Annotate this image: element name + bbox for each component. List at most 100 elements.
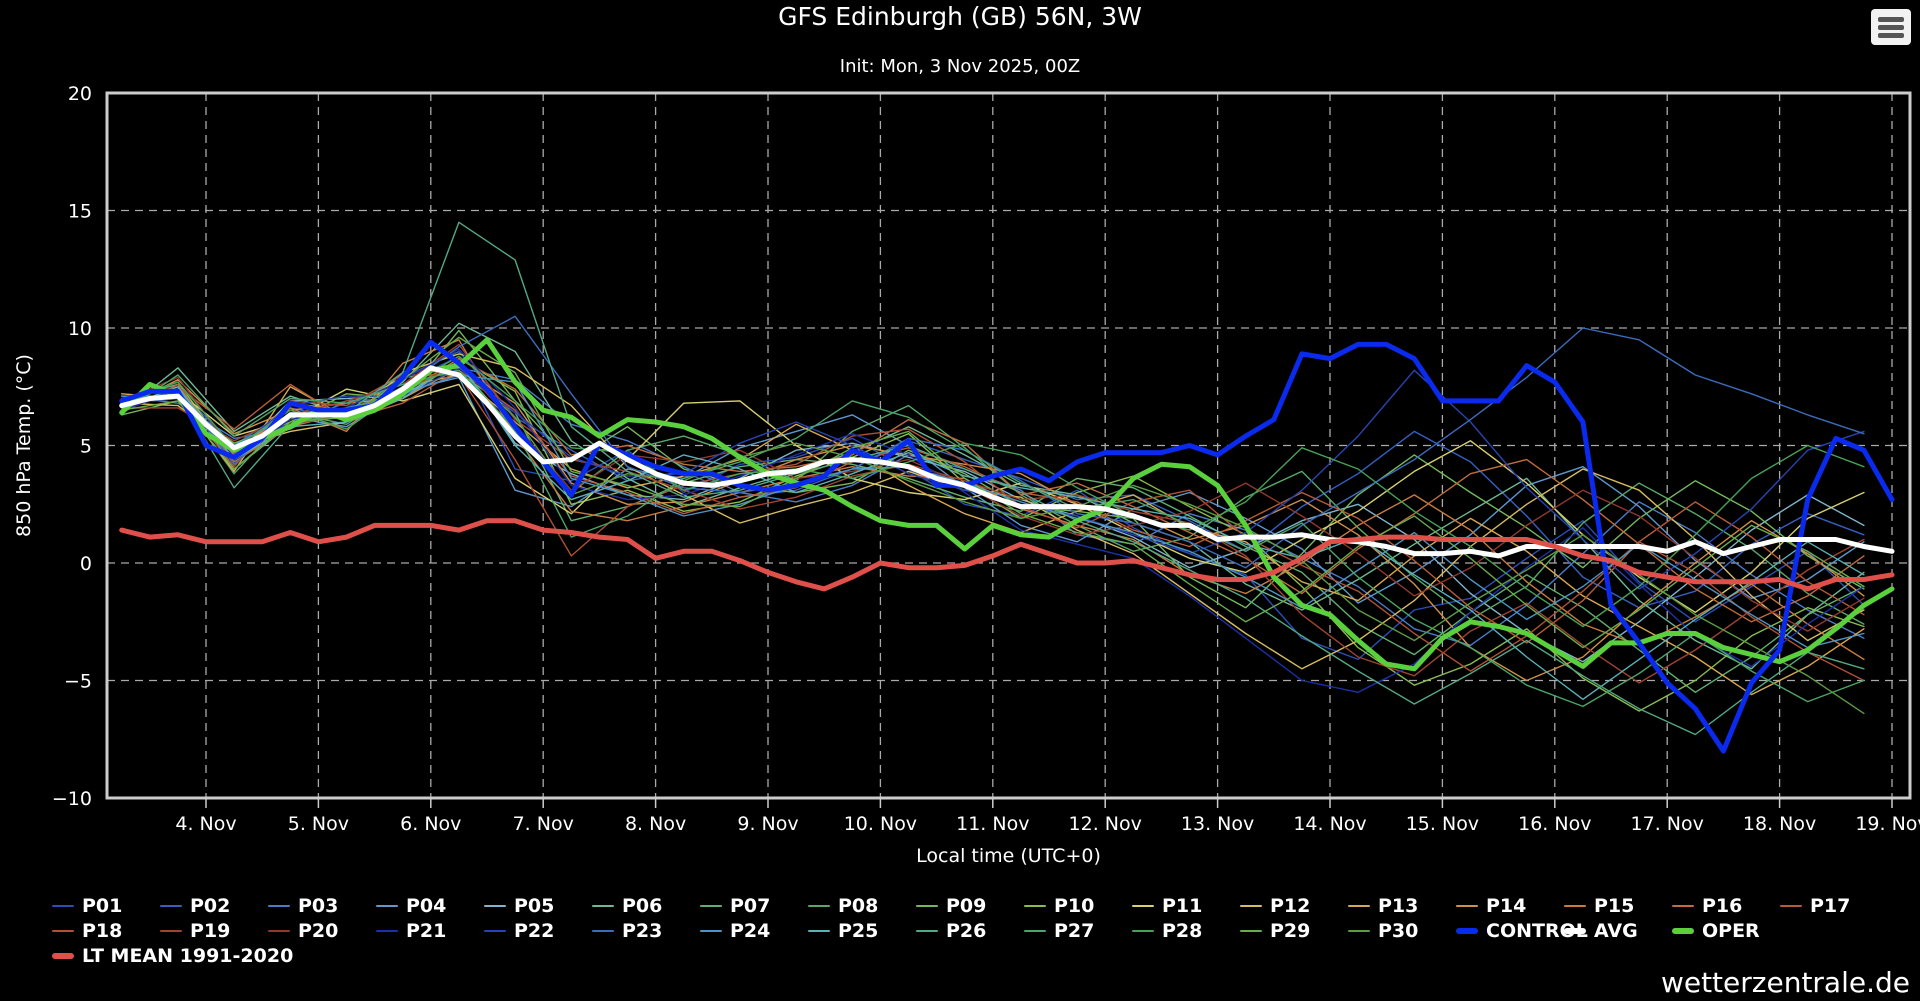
legend-swatch	[268, 905, 290, 907]
legend-item-avg[interactable]: AVG	[1564, 920, 1638, 942]
member-line-p19	[120, 343, 1865, 684]
chart-menu-button[interactable]	[1871, 9, 1911, 45]
legend-swatch	[52, 953, 74, 959]
x-tick-label: 15. Nov	[1406, 813, 1479, 835]
x-tick-label: 4. Nov	[175, 813, 236, 835]
member-line-p07	[120, 371, 1865, 693]
legend-item-p30[interactable]: P30	[1348, 920, 1418, 942]
legend-item-p16[interactable]: P16	[1672, 895, 1742, 917]
legend-item-p14[interactable]: P14	[1456, 895, 1526, 917]
legend-item-p03[interactable]: P03	[268, 895, 338, 917]
legend-label: P11	[1162, 895, 1203, 917]
legend-item-p04[interactable]: P04	[376, 895, 446, 917]
y-tick-label: 20	[68, 83, 92, 105]
legend-swatch	[1564, 905, 1586, 907]
x-tick-label: 18. Nov	[1743, 813, 1816, 835]
legend-label: P01	[82, 895, 123, 917]
member-line-p17	[120, 369, 1865, 644]
legend-item-p02[interactable]: P02	[160, 895, 230, 917]
legend-item-lt-mean-1991-2020[interactable]: LT MEAN 1991-2020	[52, 945, 293, 967]
legend-swatch	[808, 930, 830, 932]
legend-item-p09[interactable]: P09	[916, 895, 986, 917]
legend-item-control[interactable]: CONTROL	[1456, 920, 1588, 942]
legend-label: P24	[730, 920, 771, 942]
member-line-p26	[120, 221, 1865, 736]
x-tick-label: 7. Nov	[513, 813, 574, 835]
legend-item-p07[interactable]: P07	[700, 895, 770, 917]
legend-item-p19[interactable]: P19	[160, 920, 230, 942]
legend-item-p11[interactable]: P11	[1132, 895, 1202, 917]
legend-item-oper[interactable]: OPER	[1672, 920, 1760, 942]
legend-label: P30	[1378, 920, 1419, 942]
legend-label: P12	[1270, 895, 1311, 917]
x-tick-label: 19. Nov	[1855, 813, 1920, 835]
legend-label: CONTROL	[1486, 920, 1588, 942]
legend-swatch	[1024, 905, 1046, 907]
legend-item-p22[interactable]: P22	[484, 920, 554, 942]
hamburger-icon	[1878, 25, 1904, 30]
legend-label: P03	[298, 895, 339, 917]
legend-swatch	[1240, 930, 1262, 932]
y-tick-label: 5	[80, 436, 92, 458]
legend-swatch	[1132, 905, 1154, 907]
legend-swatch	[916, 930, 938, 932]
legend-label: P17	[1810, 895, 1851, 917]
legend-item-p28[interactable]: P28	[1132, 920, 1202, 942]
legend-item-p10[interactable]: P10	[1024, 895, 1094, 917]
x-tick-label: 16. Nov	[1518, 813, 1591, 835]
legend-item-p25[interactable]: P25	[808, 920, 878, 942]
legend-item-p08[interactable]: P08	[808, 895, 878, 917]
legend-item-p29[interactable]: P29	[1240, 920, 1310, 942]
legend-swatch	[1780, 905, 1802, 907]
legend-swatch	[484, 930, 506, 932]
x-tick-label: 17. Nov	[1631, 813, 1704, 835]
legend-label: P20	[298, 920, 339, 942]
legend-label: P08	[838, 895, 879, 917]
legend-item-p26[interactable]: P26	[916, 920, 986, 942]
legend-swatch	[1564, 928, 1586, 934]
legend-item-p17[interactable]: P17	[1780, 895, 1850, 917]
legend-item-p15[interactable]: P15	[1564, 895, 1634, 917]
legend-item-p18[interactable]: P18	[52, 920, 122, 942]
legend-label: P28	[1162, 920, 1203, 942]
legend-item-p13[interactable]: P13	[1348, 895, 1418, 917]
legend-item-p05[interactable]: P05	[484, 895, 554, 917]
legend-swatch	[592, 905, 614, 907]
legend-swatch	[376, 905, 398, 907]
legend-label: P27	[1054, 920, 1095, 942]
series-line-lt-mean-1991-2020	[119, 518, 1895, 592]
legend-swatch	[700, 930, 722, 932]
x-tick-label: 6. Nov	[400, 813, 461, 835]
legend-label: P04	[406, 895, 447, 917]
x-tick-label: 14. Nov	[1293, 813, 1366, 835]
chart-title: GFS Edinburgh (GB) 56N, 3W	[778, 2, 1142, 31]
x-tick-label: 10. Nov	[844, 813, 917, 835]
series-line-avg	[119, 365, 1895, 559]
legend-label: P06	[622, 895, 663, 917]
member-line-p21	[120, 348, 1865, 693]
legend-label: P29	[1270, 920, 1311, 942]
hamburger-icon	[1878, 33, 1904, 38]
y-tick-label: −10	[52, 788, 92, 810]
legend-label: P07	[730, 895, 771, 917]
legend-item-p20[interactable]: P20	[268, 920, 338, 942]
chart-subtitle: Init: Mon, 3 Nov 2025, 00Z	[839, 56, 1081, 77]
legend-label: AVG	[1594, 920, 1638, 942]
legend-item-p27[interactable]: P27	[1024, 920, 1094, 942]
legend-item-p24[interactable]: P24	[700, 920, 770, 942]
x-tick-label: 5. Nov	[288, 813, 349, 835]
y-tick-label: 15	[68, 201, 92, 223]
legend-item-p12[interactable]: P12	[1240, 895, 1310, 917]
x-tick-label: 12. Nov	[1069, 813, 1142, 835]
legend-swatch	[52, 930, 74, 932]
legend-label: P21	[406, 920, 447, 942]
legend-item-p01[interactable]: P01	[52, 895, 122, 917]
legend-item-p06[interactable]: P06	[592, 895, 662, 917]
legend-item-p21[interactable]: P21	[376, 920, 446, 942]
y-tick-label: 0	[80, 553, 92, 575]
legend-swatch	[52, 905, 74, 907]
legend-label: P14	[1486, 895, 1527, 917]
legend-item-p23[interactable]: P23	[592, 920, 662, 942]
member-line-p15	[120, 339, 1865, 661]
y-tick-label: −5	[64, 671, 92, 693]
